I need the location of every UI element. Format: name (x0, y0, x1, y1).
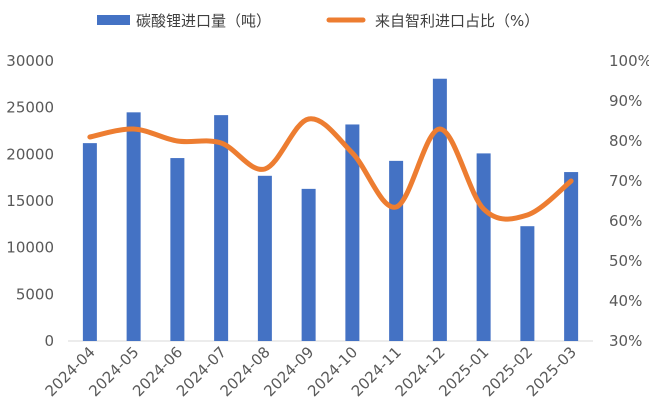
bar (476, 153, 491, 341)
y-right-tick-label: 40% (609, 292, 642, 310)
legend-bar-swatch (97, 15, 130, 25)
bar (301, 188, 316, 341)
bar (564, 172, 579, 341)
y-left-tick-label: 20000 (6, 145, 54, 163)
y-right-tick-label: 80% (609, 132, 642, 150)
bar (345, 124, 360, 341)
y-left-tick-label: 0 (44, 332, 54, 350)
y-right-tick-label: 60% (609, 212, 642, 230)
line-series (87, 116, 574, 222)
bar (126, 112, 141, 341)
y-left-tick-label: 10000 (6, 239, 54, 257)
bar (82, 143, 97, 341)
bar (432, 78, 447, 341)
y-left-tick-label: 30000 (6, 52, 54, 70)
y-axis-right: 30% 40% 50% 60% 70% 80% 90% 100% (609, 52, 649, 350)
y-left-tick-label: 15000 (6, 192, 54, 210)
legend-bar-label: 碳酸锂进口量（吨） (136, 12, 271, 30)
legend: 碳酸锂进口量（吨） 来自智利进口占比（%） (97, 12, 539, 30)
y-right-tick-label: 30% (609, 332, 642, 350)
y-left-tick-label: 25000 (6, 99, 54, 117)
legend-line-label: 来自智利进口占比（%） (375, 12, 539, 30)
y-axis-left: 0 5000 10000 15000 20000 25000 30000 (6, 52, 54, 350)
bar (257, 175, 272, 341)
bar (389, 160, 404, 341)
x-axis: 2024-042024-052024-062024-072024-082024-… (42, 343, 580, 400)
y-right-tick-label: 70% (609, 172, 642, 190)
bar (520, 226, 535, 341)
y-right-tick-label: 50% (609, 252, 642, 270)
bar (214, 115, 229, 341)
bar (170, 158, 185, 341)
y-left-tick-label: 5000 (16, 285, 54, 303)
bar-series (82, 78, 579, 341)
y-right-tick-label: 100% (609, 52, 649, 70)
y-right-tick-label: 90% (609, 92, 642, 110)
